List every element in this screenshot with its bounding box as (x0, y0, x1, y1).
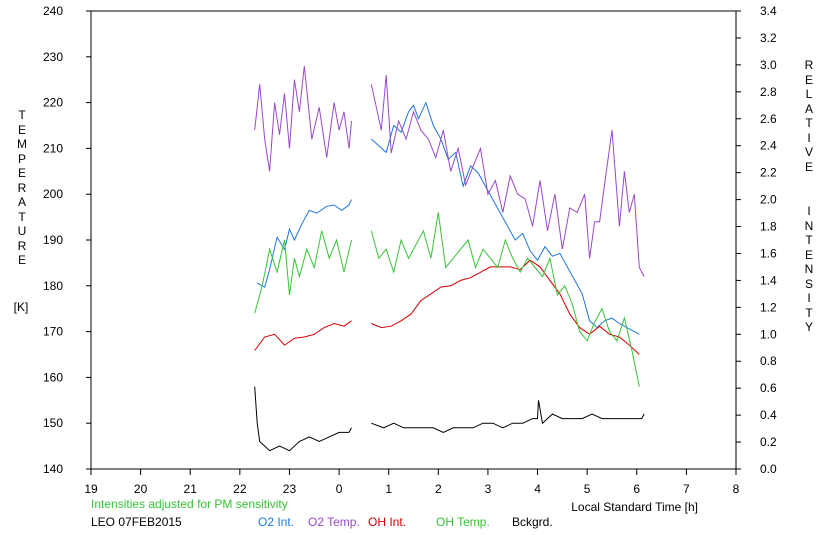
left-axis-unit: [K] (13, 300, 29, 314)
y-right-tick-label: 0.4 (760, 408, 777, 422)
x-tick-label: 20 (134, 482, 148, 496)
x-tick-label: 0 (336, 482, 343, 496)
x-tick-label: 4 (534, 482, 541, 496)
y-left-tick-label: 140 (43, 462, 63, 476)
station-date-label: LEO 07FEB2015 (91, 515, 182, 529)
legend-entry: O2 Int. (258, 515, 294, 529)
y-right-tick-label: 1.0 (760, 327, 777, 341)
y-right-tick-label: 2.8 (760, 85, 777, 99)
series-line-o2-temp (254, 65, 352, 172)
y-right-tick-label: 3.4 (760, 4, 777, 18)
series-line-o2-int (370, 101, 640, 335)
y-right-tick-label: 2.4 (760, 139, 777, 153)
y-left-tick-label: 210 (43, 141, 63, 155)
x-tick-label: 2 (435, 482, 442, 496)
plot-frame (90, 10, 737, 470)
y-left-tick-label: 180 (43, 279, 63, 293)
tick-layer: 19 20 21 22 23 0 1 2 3 4 5 6 7 8140150160170180190200… (43, 4, 777, 496)
legend-entry: OH Int. (368, 515, 406, 529)
x-tick-label: 8 (733, 482, 740, 496)
x-tick-label: 22 (233, 482, 247, 496)
y-right-tick-label: 0.6 (760, 381, 777, 395)
y-right-tick-label: 1.4 (760, 273, 777, 287)
y-right-tick-label: 3.0 (760, 58, 777, 72)
y-left-tick-label: 190 (43, 233, 63, 247)
y-left-tick-label: 200 (43, 187, 63, 201)
y-right-tick-label: 3.2 (760, 31, 777, 45)
x-tick-label: 5 (584, 482, 591, 496)
x-tick-label: 19 (84, 482, 98, 496)
y-right-tick-label: 0.0 (760, 462, 777, 476)
x-tick-label: 21 (184, 482, 198, 496)
series-line-bckgrd (254, 386, 352, 452)
series-line-oh-temp (370, 212, 640, 387)
x-tick-label: 7 (683, 482, 690, 496)
series-line-oh-temp (254, 230, 352, 314)
y-left-tick-label: 150 (43, 416, 63, 430)
series-line-o2-int (256, 199, 352, 288)
y-left-tick-label: 220 (43, 96, 63, 110)
y-left-tick-label: 170 (43, 325, 63, 339)
legend: O2 Int. O2 Temp. OH Int. OH Temp. Bckgrd. (258, 515, 553, 529)
x-axis-title: Local Standard Time [h] (571, 500, 698, 514)
y-right-tick-label: 2.6 (760, 112, 777, 126)
legend-entry: O2 Temp. (308, 515, 360, 529)
x-tick-label: 3 (485, 482, 492, 496)
y-right-tick-label: 2.2 (760, 166, 777, 180)
y-right-tick-label: 0.8 (760, 354, 777, 368)
series-line-oh-int (371, 259, 640, 355)
y-right-tick-label: 1.2 (760, 300, 777, 314)
series-line-o2-temp (370, 75, 645, 277)
y-right-tick-label: 2.0 (760, 193, 777, 207)
series-line-bckgrd (371, 400, 645, 433)
y-left-tick-label: 240 (43, 4, 63, 18)
legend-entry: Bckgrd. (512, 515, 553, 529)
x-tick-label: 6 (633, 482, 640, 496)
x-tick-label: 1 (385, 482, 392, 496)
y-right-tick-label: 1.6 (760, 246, 777, 260)
series-line-oh-int (254, 320, 352, 351)
legend-entry: OH Temp. (436, 515, 490, 529)
x-tick-label: 23 (283, 482, 297, 496)
y-left-tick-label: 160 (43, 370, 63, 384)
series-layer (254, 65, 645, 452)
y-right-tick-label: 1.8 (760, 220, 777, 234)
y-left-tick-label: 230 (43, 50, 63, 64)
pm-sensitivity-note: Intensities adjusted for PM sensitivity (91, 497, 288, 511)
y-right-tick-label: 0.2 (760, 435, 777, 449)
